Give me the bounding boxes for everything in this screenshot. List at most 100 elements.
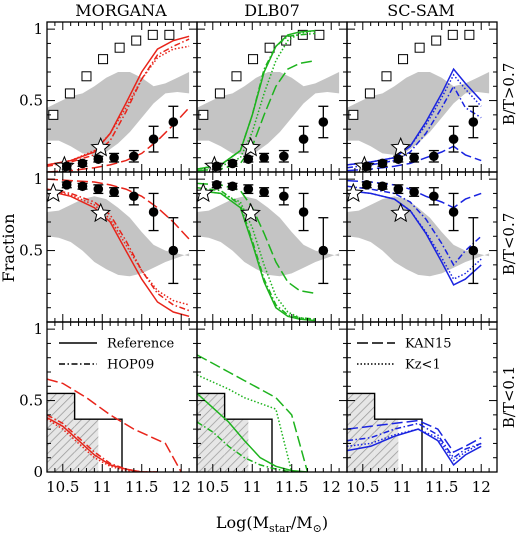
- filled-circle-marker: [259, 152, 269, 163]
- x-tick-label: 10.5: [196, 478, 229, 496]
- model-line-hop09: [197, 186, 316, 320]
- column-title-sc-sam: SC-SAM: [387, 1, 455, 20]
- panel-sc-sam-bot-ticks: [347, 322, 497, 473]
- x-tick-label: 12: [322, 478, 341, 496]
- star-marker: [390, 202, 411, 223]
- filled-circle-marker: [429, 191, 439, 202]
- row-label-middle: B/T<0.7: [500, 213, 518, 276]
- filled-circle-marker: [409, 187, 419, 197]
- x-tick-label: 11.5: [275, 478, 308, 496]
- model-line-hop09: [347, 185, 482, 267]
- panel-sc-sam-top: [347, 22, 497, 173]
- y-tick-label: 0: [33, 463, 43, 481]
- filled-circle-marker: [109, 187, 119, 197]
- filled-circle-marker: [129, 151, 139, 162]
- filled-circle-marker: [361, 161, 372, 172]
- panel-dlb07-top: [197, 22, 347, 173]
- star-marker: [240, 202, 261, 223]
- panel-sc-sam-bot-content: [347, 392, 482, 472]
- filled-circle-marker: [279, 191, 289, 202]
- filled-circle-marker: [393, 154, 404, 164]
- model-line-kan15: [197, 59, 316, 172]
- panel-sc-sam-mid-ticks: [347, 172, 497, 323]
- x-axis-label-mid: /M: [291, 513, 313, 532]
- open-square-marker: [447, 29, 458, 40]
- panel-sc-sam-top-content: [347, 29, 490, 172]
- model-line-kz1: [347, 428, 482, 462]
- star-marker: [240, 136, 261, 157]
- open-square-marker: [264, 42, 275, 53]
- model-line-kz1: [47, 189, 190, 306]
- star-marker: [197, 182, 214, 203]
- histogram-bar: [374, 419, 399, 472]
- filled-circle-marker: [227, 181, 238, 192]
- panel-dlb07-mid: [197, 172, 347, 323]
- filled-circle-marker: [361, 180, 372, 190]
- model-line-kz1: [197, 189, 316, 322]
- legend-label-hop09: HOP09: [107, 358, 154, 373]
- row-label-bottom: B/T<0.1: [500, 366, 518, 429]
- open-square-marker: [314, 29, 325, 40]
- x-axis-label-sub-star: star: [269, 522, 292, 534]
- filled-circle-marker: [227, 158, 238, 169]
- open-square-marker: [147, 29, 158, 40]
- filled-circle-marker: [168, 117, 179, 127]
- row-label-top: B/T>0.7: [500, 63, 518, 126]
- panel-morgana-bot: 0 0.5 1 10.5 11 11.5 12 Reference HOP09: [19, 320, 197, 496]
- x-tick-label: 10.5: [46, 478, 79, 496]
- panel-morgana-top: 0.51: [19, 20, 197, 173]
- y-tick-label: 1: [33, 320, 43, 338]
- x-tick-label: 11: [93, 478, 112, 496]
- histogram-outline: [197, 392, 273, 472]
- open-square-marker: [398, 54, 409, 65]
- panel-morgana-top-content: [47, 29, 190, 172]
- open-square-marker: [64, 88, 75, 99]
- panel-morgana-mid-ticks: [47, 172, 197, 323]
- x-axis-label: Log(Mstar/M⊙): [216, 513, 328, 534]
- filled-circle-marker: [279, 151, 289, 162]
- filled-circle-marker: [298, 134, 309, 144]
- filled-circle-marker: [93, 154, 104, 164]
- open-square-marker: [248, 54, 259, 65]
- filled-circle-marker: [93, 184, 104, 194]
- filled-circle-marker: [243, 154, 254, 164]
- star-marker: [390, 136, 411, 157]
- y-tick-label: 0.5: [19, 92, 43, 110]
- filled-circle-marker: [468, 245, 479, 256]
- open-square-marker: [364, 88, 375, 99]
- model-line-reference: [47, 189, 190, 318]
- open-square-marker: [164, 29, 175, 40]
- open-square-marker: [98, 54, 109, 65]
- filled-circle-marker: [148, 207, 159, 217]
- filled-circle-marker: [448, 134, 459, 144]
- y-tick-label: 0.5: [19, 242, 43, 260]
- filled-circle-marker: [429, 151, 439, 162]
- model-line-kz1: [197, 374, 308, 472]
- filled-circle-marker: [377, 181, 388, 192]
- filled-circle-marker: [61, 180, 72, 190]
- panel-dlb07-top-content: [197, 29, 340, 172]
- open-square-marker: [131, 35, 142, 46]
- model-line-reference: [347, 428, 482, 467]
- y-tick-label: 0.5: [19, 392, 43, 410]
- filled-circle-marker: [377, 158, 388, 169]
- panel-dlb07-bot-content: [197, 354, 309, 472]
- y-tick-label: 1: [33, 170, 43, 188]
- legend-label-reference: Reference: [107, 337, 175, 352]
- model-line-kan15: [197, 354, 309, 472]
- panel-dlb07-bot: 10.5 11 11.5 12: [196, 322, 347, 496]
- panel-morgana-mid: 0.51: [19, 170, 197, 323]
- observed-band: [197, 72, 340, 155]
- filled-circle-marker: [259, 187, 269, 197]
- star-marker: [90, 136, 111, 157]
- x-axis-label-end: ): [322, 513, 328, 532]
- x-axis-label-main: Log(M: [216, 513, 269, 532]
- open-square-marker: [464, 29, 475, 40]
- open-square-marker: [431, 35, 442, 46]
- x-tick-label: 11: [243, 478, 262, 496]
- filled-circle-marker: [243, 184, 254, 194]
- filled-circle-marker: [409, 152, 419, 163]
- model-line-reference: [197, 392, 308, 472]
- model-line-kan15: [47, 178, 190, 240]
- x-tick-label: 12: [472, 478, 491, 496]
